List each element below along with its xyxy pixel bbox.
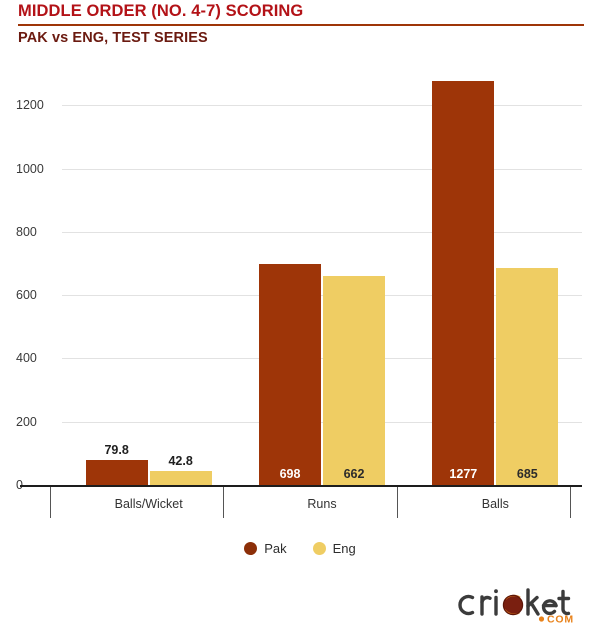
bar-eng-1[interactable] (323, 275, 385, 485)
gridline (62, 231, 582, 233)
legend-swatch-icon (244, 542, 258, 555)
bar-pak-2[interactable] (432, 81, 495, 485)
legend-item-eng[interactable]: Eng (312, 541, 356, 556)
x-axis-category-label: Balls/Wicket (114, 497, 183, 511)
y-axis-tick-label: 1200 (16, 98, 44, 113)
legend-item-pak[interactable]: Pak (244, 541, 287, 556)
bar-value-label: 662 (343, 467, 365, 481)
gridline (62, 105, 582, 107)
x-axis-separator (570, 487, 571, 518)
x-axis-separator (50, 487, 51, 518)
gridline (62, 358, 582, 360)
bar-eng-0[interactable] (149, 471, 212, 485)
svg-text:COM: COM (547, 614, 574, 626)
bar-value-label: 42.8 (168, 454, 193, 469)
bar-value-label: 698 (279, 467, 301, 481)
legend-swatch-icon (312, 542, 326, 555)
x-axis-separator (396, 487, 398, 518)
bar-value-label: 685 (516, 467, 538, 481)
bar-pak-0[interactable] (85, 459, 148, 485)
x-axis-separator (223, 487, 225, 518)
bar-eng-2[interactable] (496, 268, 559, 485)
plot-area: 0 200 400 600 800 1000 1200 79.8 698 1277 42.8 662… (0, 60, 600, 492)
chart-legend: Pak Eng (0, 542, 600, 555)
y-axis-tick-label: 200 (16, 414, 37, 429)
legend-label: Pak (264, 541, 287, 556)
x-axis-category-label: Balls (481, 497, 509, 511)
x-axis-category-label: Runs (307, 497, 337, 511)
title-divider (18, 24, 584, 26)
page-title: MIDDLE ORDER (NO. 4-7) SCORING (18, 2, 304, 20)
cricket-com-logo: COM (458, 584, 586, 626)
gridline (62, 168, 582, 170)
gridline (62, 421, 582, 423)
bar-value-label: 79.8 (104, 442, 129, 457)
y-axis-tick-label: 0 (16, 479, 58, 492)
legend-label: Eng (332, 541, 356, 556)
gridline (62, 295, 582, 297)
chart-subtitle: PAK vs ENG, TEST SERIES (18, 30, 208, 46)
x-axis-line (20, 485, 582, 487)
y-axis-tick-label: 400 (16, 351, 37, 366)
y-axis-tick-label: 1000 (16, 161, 44, 176)
bar-pak-1[interactable] (259, 264, 321, 485)
bar-value-label: 1277 (449, 467, 478, 481)
y-axis-tick-label: 600 (16, 288, 37, 303)
bars-layer: 79.8 698 1277 42.8 662 685 (0, 60, 600, 490)
y-axis-tick-label: 800 (16, 224, 37, 239)
